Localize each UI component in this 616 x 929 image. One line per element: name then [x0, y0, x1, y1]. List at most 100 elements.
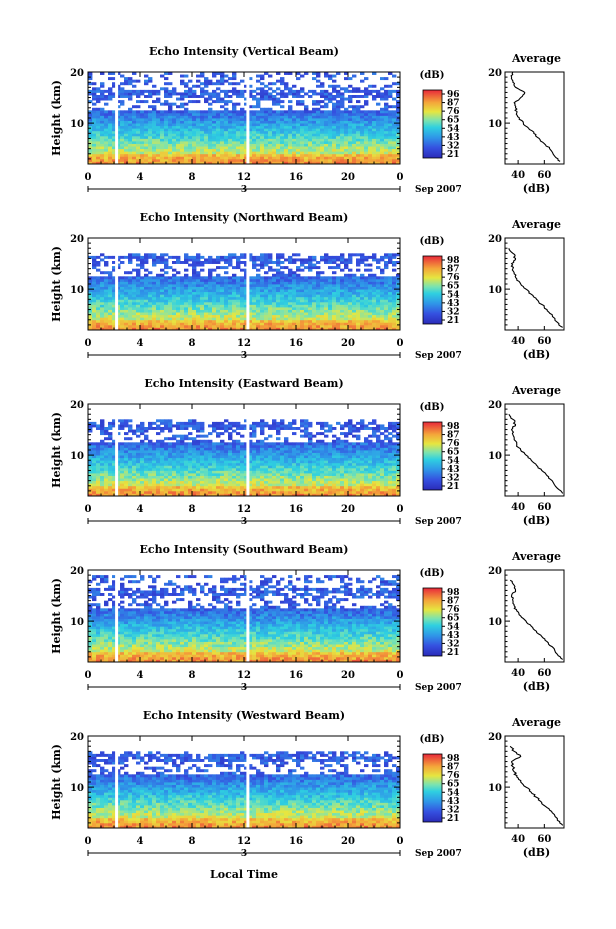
- heatmap-cell: [276, 314, 281, 318]
- heatmap-cell: [88, 480, 93, 484]
- heatmap-cell: [164, 475, 169, 479]
- heatmap-cell: [192, 89, 197, 93]
- heatmap-cell: [160, 151, 165, 155]
- heatmap-cell: [396, 128, 401, 132]
- heatmap-cell: [348, 268, 353, 272]
- heatmap-cell: [92, 148, 97, 152]
- heatmap-cell: [132, 158, 137, 162]
- heatmap-cell: [208, 304, 213, 308]
- heatmap-cell: [280, 138, 285, 142]
- heatmap-cell: [236, 102, 241, 106]
- heatmap-cell: [344, 110, 349, 114]
- heatmap-cell: [376, 120, 381, 124]
- heatmap-cell: [264, 123, 269, 127]
- heatmap-cell: [200, 294, 205, 298]
- heatmap-cell: [392, 299, 397, 303]
- heatmap-cell: [224, 317, 229, 321]
- heatmap-cell: [192, 294, 197, 298]
- heatmap-cell: [220, 322, 225, 326]
- heatmap-cell: [108, 289, 113, 293]
- heatmap-cell: [144, 324, 149, 328]
- heatmap-cell: [324, 161, 329, 165]
- heatmap-cell: [164, 278, 169, 282]
- heatmap-cell: [364, 294, 369, 298]
- heatmap-cell: [296, 130, 301, 134]
- heatmap-cell: [184, 133, 189, 137]
- heatmap-cell: [324, 296, 329, 300]
- heatmap-cell: [176, 161, 181, 165]
- heatmap-cell: [180, 444, 185, 448]
- heatmap-cell: [336, 151, 341, 155]
- heatmap-cell: [144, 434, 149, 438]
- heatmap-cell: [392, 268, 397, 272]
- heatmap-cell: [224, 261, 229, 264]
- heatmap-cell: [388, 327, 393, 331]
- heatmap-cell: [356, 309, 361, 313]
- heatmap-cell: [304, 135, 309, 139]
- heatmap-cell: [328, 317, 333, 321]
- heatmap-cell: [108, 457, 113, 461]
- heatmap-cell: [188, 79, 193, 83]
- heatmap-cell: [348, 158, 353, 162]
- heatmap-cell: [380, 289, 385, 293]
- heatmap-cell: [360, 156, 365, 160]
- heatmap-cell: [108, 455, 113, 459]
- heatmap-cell: [88, 467, 93, 471]
- heatmap-cell: [304, 284, 309, 287]
- heatmap-cell: [228, 317, 233, 321]
- heatmap-cell: [216, 278, 221, 282]
- heatmap-cell: [112, 304, 117, 308]
- heatmap-cell: [232, 148, 237, 152]
- heatmap-cell: [244, 97, 249, 101]
- heatmap-cell: [272, 289, 277, 293]
- heatmap-cell: [236, 304, 241, 308]
- heatmap-cell: [252, 276, 257, 280]
- heatmap-cell: [160, 493, 165, 497]
- heatmap-cell: [332, 156, 337, 160]
- heatmap-cell: [276, 128, 281, 132]
- heatmap-cell: [236, 286, 241, 290]
- heatmap-cell: [332, 105, 337, 109]
- heatmap-cell: [344, 319, 349, 323]
- heatmap-cell: [208, 258, 213, 262]
- heatmap-cell: [104, 301, 109, 305]
- heatmap-cell: [132, 478, 137, 482]
- heatmap-cell: [280, 123, 285, 127]
- heatmap-cell: [144, 273, 149, 277]
- heatmap-cell: [372, 130, 377, 134]
- heatmap-cell: [372, 110, 377, 114]
- heatmap-cell: [132, 255, 137, 259]
- heatmap-cell: [392, 153, 397, 157]
- heatmap-cell: [168, 125, 173, 129]
- heatmap-cell: [304, 112, 309, 116]
- heatmap-cell: [104, 437, 109, 441]
- heatmap-cell: [128, 135, 133, 139]
- heatmap-cell: [168, 470, 173, 474]
- average-title: Average: [511, 52, 561, 65]
- heatmap-cell: [188, 278, 193, 282]
- heatmap-cell: [372, 294, 377, 298]
- heatmap-cell: [248, 92, 253, 96]
- heatmap-cell: [140, 281, 145, 285]
- heatmap-cell: [124, 125, 129, 129]
- heatmap-cell: [152, 100, 157, 104]
- heatmap-cell: [360, 307, 365, 310]
- heatmap-cell: [360, 327, 365, 331]
- heatmap-cell: [168, 299, 173, 303]
- heatmap-cell: [336, 307, 341, 310]
- heatmap-cell: [328, 255, 333, 259]
- heatmap-cell: [148, 299, 153, 303]
- heatmap-cell: [300, 324, 305, 328]
- heatmap-cell: [116, 324, 121, 328]
- heatmap-cell: [156, 309, 161, 313]
- heatmap-cell: [212, 258, 217, 262]
- heatmap-cell: [276, 304, 281, 308]
- heatmap-cell: [168, 276, 173, 280]
- heatmap-cell: [396, 294, 401, 298]
- heatmap-cell: [328, 146, 333, 150]
- heatmap-cell: [88, 447, 93, 451]
- heatmap-cell: [184, 253, 189, 257]
- heatmap-cell: [384, 286, 389, 290]
- heatmap-cell: [192, 301, 197, 305]
- heatmap-cell: [312, 146, 317, 150]
